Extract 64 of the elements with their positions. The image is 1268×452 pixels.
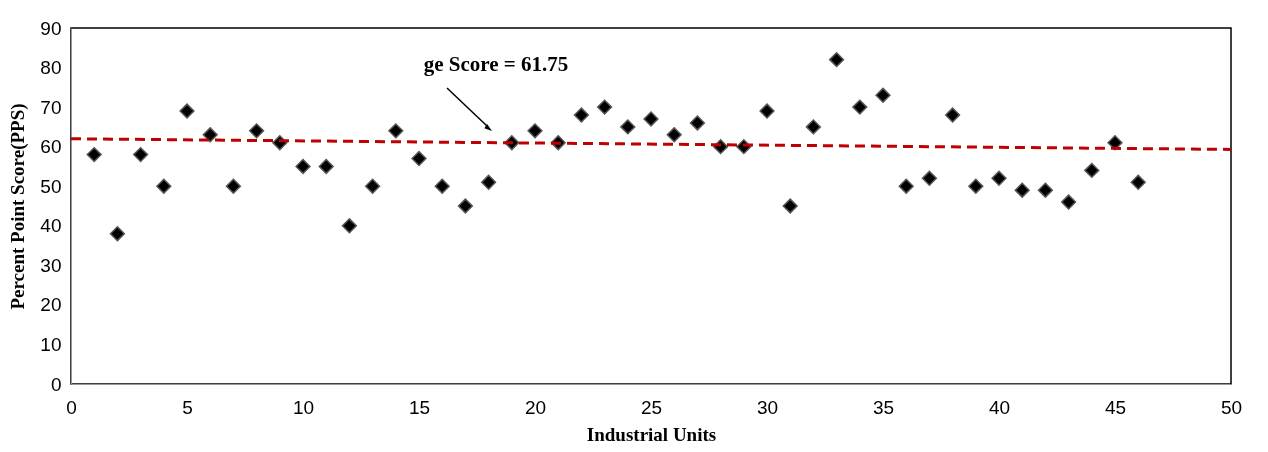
x-tick-label: 50 [1220,396,1243,418]
y-tick-label: 0 [50,373,62,395]
x-tick-label: 40 [988,396,1011,418]
point [968,178,984,194]
x-tick-label: 10 [292,396,315,418]
point [666,127,682,143]
y-tick-label: 90 [40,17,62,39]
x-tick-label: 0 [66,396,77,418]
x-tick-label: 45 [1104,396,1127,418]
y-tick-label: 20 [40,294,62,316]
y-tick-label: 50 [40,175,62,197]
point [991,170,1007,186]
point [805,119,822,135]
y-axis-title: Percent Point Score(PPS) [7,103,30,310]
point [179,103,195,119]
x-tick-label: 35 [872,396,895,418]
point [480,174,497,190]
point [1084,162,1100,179]
point [620,119,636,135]
point [434,178,450,194]
y-tick-label: 30 [40,254,62,276]
point [596,99,613,115]
point [341,218,358,234]
point [1014,182,1030,198]
point [643,111,659,127]
point [318,158,334,175]
point [944,107,961,123]
x-tick-label: 15 [408,396,431,418]
point [875,87,891,103]
point [132,146,149,163]
point [573,107,590,123]
y-tick-label: 80 [40,57,62,79]
x-axis-title: Industrial Units [586,423,717,445]
x-tick-label: 5 [182,396,193,418]
point [86,146,102,163]
point [457,198,474,214]
x-tick-label: 20 [524,396,547,418]
point [852,99,868,115]
point [689,115,706,131]
point [156,178,172,194]
point [364,178,381,194]
point [109,226,126,242]
y-tick-label: 10 [40,333,62,355]
point [411,150,427,167]
point [202,127,218,143]
point [1037,182,1054,198]
point [1060,194,1077,210]
point [759,103,775,119]
x-tick-label: 30 [756,396,779,418]
annotation: ge Score = 61.75 [423,52,569,76]
point [388,123,404,139]
x-tick-label: 25 [640,396,663,418]
point [782,198,798,214]
point [248,123,265,139]
point [295,158,311,175]
y-tick-label: 60 [40,136,62,158]
y-tick-label: 70 [40,96,62,118]
point [828,52,845,68]
y-tick-label: 40 [40,215,62,237]
point [898,178,914,194]
point [527,123,543,139]
point [921,170,938,186]
point [225,178,242,194]
point [1130,174,1146,190]
